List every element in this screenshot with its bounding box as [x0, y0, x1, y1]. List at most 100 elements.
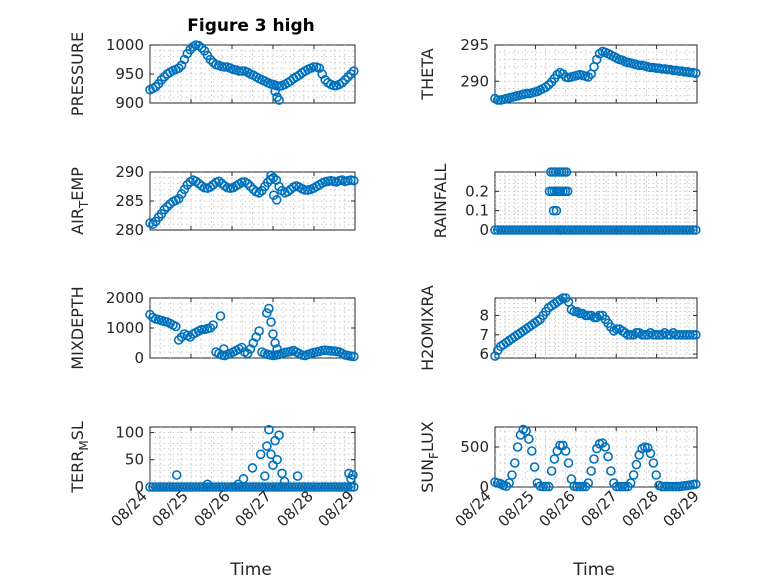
- data-point: [589, 312, 599, 323]
- x-tick-label: 08/25: [149, 487, 192, 530]
- y-tick-label: 0: [134, 478, 144, 496]
- data-point: [346, 69, 356, 79]
- data-point: [247, 463, 258, 473]
- data-point: [196, 324, 207, 335]
- data-point: [600, 442, 611, 452]
- data-point: [549, 454, 560, 464]
- data-point: [651, 329, 662, 340]
- data-point: [242, 178, 253, 189]
- data-point: [337, 77, 348, 88]
- data-point: [205, 323, 216, 333]
- data-point: [171, 470, 182, 480]
- data-point: [521, 426, 531, 436]
- x-tick-label: 08/29: [660, 487, 703, 530]
- data-point: [625, 478, 636, 488]
- y-tick-label: 6: [479, 345, 489, 363]
- y-tick-label: 500: [460, 438, 489, 456]
- data-point: [159, 72, 170, 82]
- data-point: [563, 458, 574, 468]
- x-tick-label: 08/28: [274, 487, 317, 530]
- data-point: [173, 63, 184, 73]
- data-point: [262, 441, 272, 451]
- data-point: [690, 329, 701, 340]
- y-axis-label: SUNFLUX: [418, 421, 441, 493]
- y-tick-label: 2000: [106, 289, 144, 307]
- data-point: [617, 481, 628, 492]
- data-point: [685, 67, 695, 78]
- data-point: [348, 470, 358, 480]
- y-tick-label: 50: [125, 451, 144, 469]
- data-point: [490, 351, 500, 361]
- y-tick-label: 100: [115, 423, 144, 441]
- data-point: [623, 329, 633, 340]
- data-point: [171, 321, 181, 332]
- data-point: [348, 482, 359, 492]
- data-point: [215, 311, 226, 321]
- data-point: [268, 329, 278, 339]
- data-point: [507, 470, 517, 480]
- data-point: [574, 481, 585, 492]
- y-tick-label: 0: [479, 478, 489, 496]
- subplot-mixdepth: 0 1000 2000 MIXDEPTH: [68, 286, 359, 370]
- data-point: [264, 424, 274, 435]
- x-tick-label: 08/26: [191, 487, 234, 530]
- data-point: [580, 310, 591, 321]
- data-point: [277, 468, 287, 479]
- data-point: [560, 446, 571, 456]
- x-tick-label: 08/27: [578, 487, 621, 530]
- data-point: [611, 324, 622, 334]
- data-point: [645, 448, 656, 459]
- x-axis-label: Time: [229, 560, 272, 580]
- data-point: [159, 204, 170, 215]
- data-point: [586, 466, 597, 476]
- subplot-rainfall: 00.1 0.2 RAINFALL: [431, 164, 701, 239]
- data-point: [512, 442, 523, 452]
- x-tick-label: 08/29: [315, 487, 358, 530]
- data-point: [145, 309, 155, 320]
- data-point: [173, 193, 184, 204]
- data-point: [555, 225, 566, 235]
- y-tick-label: 1000: [106, 319, 144, 337]
- y-tick-label: 0.2: [465, 182, 489, 200]
- data-point: [162, 202, 172, 212]
- y-tick-label: 280: [115, 221, 144, 239]
- data-point: [685, 329, 695, 340]
- data-point: [583, 310, 594, 321]
- y-tick-label: 0: [134, 349, 144, 367]
- data-point: [651, 470, 662, 480]
- y-tick-label: 295: [460, 36, 489, 54]
- data-point: [553, 186, 564, 197]
- data-point: [148, 219, 158, 229]
- data-point: [259, 471, 270, 481]
- x-tick-label: 08/28: [619, 487, 662, 530]
- data-point: [690, 68, 701, 79]
- data-point: [648, 458, 659, 468]
- data-point: [185, 332, 195, 342]
- subplot-pressure: 900 950 1000 PRESSURE: [68, 32, 359, 116]
- data-point: [558, 440, 568, 451]
- data-point: [254, 326, 264, 336]
- subplot-terr-msl: 0 50 100 TERRMSL 08/2408/2508/2608/2708/2808…: [68, 421, 359, 580]
- data-point: [185, 44, 195, 55]
- data-point: [524, 434, 534, 444]
- data-point: [176, 60, 187, 71]
- data-point: [300, 185, 310, 195]
- data-point: [262, 308, 272, 318]
- data-point: [688, 225, 698, 235]
- data-point: [274, 430, 284, 441]
- data-point: [205, 182, 216, 192]
- x-tick-label: 08/24: [108, 487, 151, 530]
- data-point: [254, 188, 264, 198]
- y-axis-label: MIXDEPTH: [68, 286, 87, 369]
- y-tick-label: 0: [479, 221, 489, 239]
- y-tick-label: 950: [115, 65, 144, 83]
- x-axis-label: Time: [572, 560, 615, 580]
- data-point: [266, 170, 276, 181]
- subplot-air-temp: 280 285 290 AIRTEMP: [68, 163, 359, 239]
- x-tick-label: 08/25: [495, 487, 538, 530]
- data-point: [343, 482, 353, 492]
- y-axis-label: PRESSURE: [68, 32, 87, 116]
- data-point: [631, 327, 642, 338]
- data-point: [270, 338, 280, 348]
- data-point: [548, 205, 559, 216]
